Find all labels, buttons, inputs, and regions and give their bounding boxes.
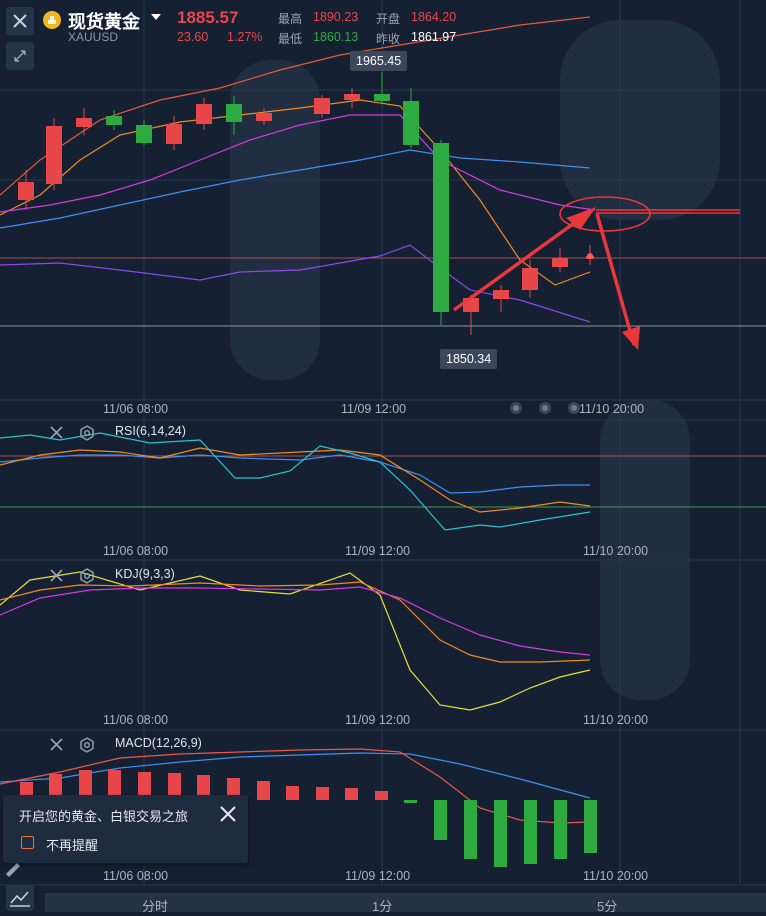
quote-header: 现货黄金 XAUUSD 1885.57 23.60 1.27% 最高 1890.… xyxy=(0,0,766,48)
candle xyxy=(552,258,568,267)
dont-remind-checkbox[interactable] xyxy=(21,836,34,849)
low-value: 1860.13 xyxy=(313,30,359,44)
high-label: 最高 xyxy=(278,12,303,26)
promo-popup: 开启您的黄金、白银交易之旅 不再提醒 xyxy=(3,795,248,863)
gold-coin-icon xyxy=(43,11,61,29)
macd-title: MACD(12,26,9) xyxy=(115,736,202,750)
x-axis-label: 11/10 20:00 xyxy=(583,544,649,558)
prev-close-label: 昨收 xyxy=(376,32,401,46)
remove-indicator-button[interactable] xyxy=(49,425,64,445)
symbol-code: XAUUSD xyxy=(68,30,119,44)
x-axis-label: 11/09 12:00 xyxy=(341,402,407,416)
arrow-head-down xyxy=(622,326,640,350)
timeframe-tabs: 分时 1分 5分 xyxy=(45,893,766,914)
pencil-icon xyxy=(6,863,20,877)
remove-indicator-button[interactable] xyxy=(49,737,64,757)
indicator-settings-button[interactable] xyxy=(79,737,95,758)
candle xyxy=(433,143,449,312)
candle xyxy=(256,113,272,121)
candle xyxy=(106,116,122,125)
rsi-chart xyxy=(0,432,591,531)
collapse-button[interactable] xyxy=(6,42,34,70)
draw-tool-button[interactable] xyxy=(0,855,30,879)
tab-5min[interactable]: 5分 xyxy=(597,899,618,914)
ma-line-blue xyxy=(0,149,591,229)
open-value: 1864.20 xyxy=(411,10,457,24)
ma-line-magenta xyxy=(0,114,596,213)
ma-line-red xyxy=(0,16,591,196)
x-axis-label: 11/06 08:00 xyxy=(103,402,169,416)
gear-icon xyxy=(80,568,94,584)
candle xyxy=(403,101,419,145)
kdj-chart xyxy=(0,571,591,711)
close-chart-button[interactable] xyxy=(6,7,34,35)
candle xyxy=(314,98,330,114)
popup-close-button[interactable] xyxy=(219,805,237,828)
arrow-head-up xyxy=(566,207,596,230)
indicator-settings-button[interactable] xyxy=(79,568,95,589)
tab-1min[interactable]: 1分 xyxy=(372,899,393,914)
checkbox-label: 不再提醒 xyxy=(46,838,99,853)
x-axis-label: 11/10 20:00 xyxy=(579,402,645,416)
line-chart-icon xyxy=(10,891,30,907)
x-axis-label: 11/10 20:00 xyxy=(583,713,649,727)
indicator-settings-button[interactable] xyxy=(79,425,95,446)
price-change-pct: 1.27% xyxy=(227,30,263,44)
price-change: 23.60 xyxy=(177,30,209,44)
candle xyxy=(344,94,360,100)
prev-close-value: 1861.97 xyxy=(411,30,457,44)
x-axis-label: 11/09 12:00 xyxy=(345,544,411,558)
close-icon xyxy=(13,14,27,28)
popup-message: 开启您的黄金、白银交易之旅 xyxy=(19,809,189,824)
x-axis-label: 11/09 12:00 xyxy=(345,713,411,727)
remove-indicator-button[interactable] xyxy=(49,568,64,588)
candle xyxy=(46,126,62,184)
kdj-title: KDJ(9,3,3) xyxy=(115,567,175,581)
candle xyxy=(136,125,152,143)
candle xyxy=(18,182,34,200)
caret-down-icon[interactable] xyxy=(151,14,161,20)
high-value: 1890.23 xyxy=(313,10,359,24)
x-axis-label: 11/06 08:00 xyxy=(103,544,169,558)
candle xyxy=(166,124,182,144)
open-label: 开盘 xyxy=(376,12,401,26)
candles xyxy=(18,72,594,335)
gear-icon xyxy=(80,737,94,753)
candle xyxy=(374,94,390,101)
candle xyxy=(196,104,212,124)
gear-icon xyxy=(80,425,94,441)
x-axis-label: 11/10 20:00 xyxy=(583,869,649,883)
x-axis-label: 11/06 08:00 xyxy=(103,713,169,727)
x-axis-label: 11/09 12:00 xyxy=(345,869,411,883)
low-price-marker: 1850.34 xyxy=(440,349,498,369)
candle xyxy=(76,118,92,127)
candle xyxy=(226,104,242,122)
shrink-arrows-icon xyxy=(14,50,26,62)
current-price: 1885.57 xyxy=(177,8,239,27)
x-axis-label: 11/06 08:00 xyxy=(103,869,169,883)
rsi-title: RSI(6,14,24) xyxy=(115,424,186,438)
indicator-tool-button[interactable] xyxy=(6,885,34,911)
annotation-drawing xyxy=(452,196,740,346)
close-icon xyxy=(50,426,63,439)
close-icon xyxy=(220,806,236,822)
candle xyxy=(493,290,509,299)
candle xyxy=(522,268,538,290)
tab-timeshare[interactable]: 分时 xyxy=(142,899,169,914)
high-price-marker: 1965.45 xyxy=(350,51,408,71)
close-icon xyxy=(50,738,63,751)
symbol-name[interactable]: 现货黄金 xyxy=(68,12,140,32)
low-label: 最低 xyxy=(278,32,303,46)
close-icon xyxy=(50,569,63,582)
